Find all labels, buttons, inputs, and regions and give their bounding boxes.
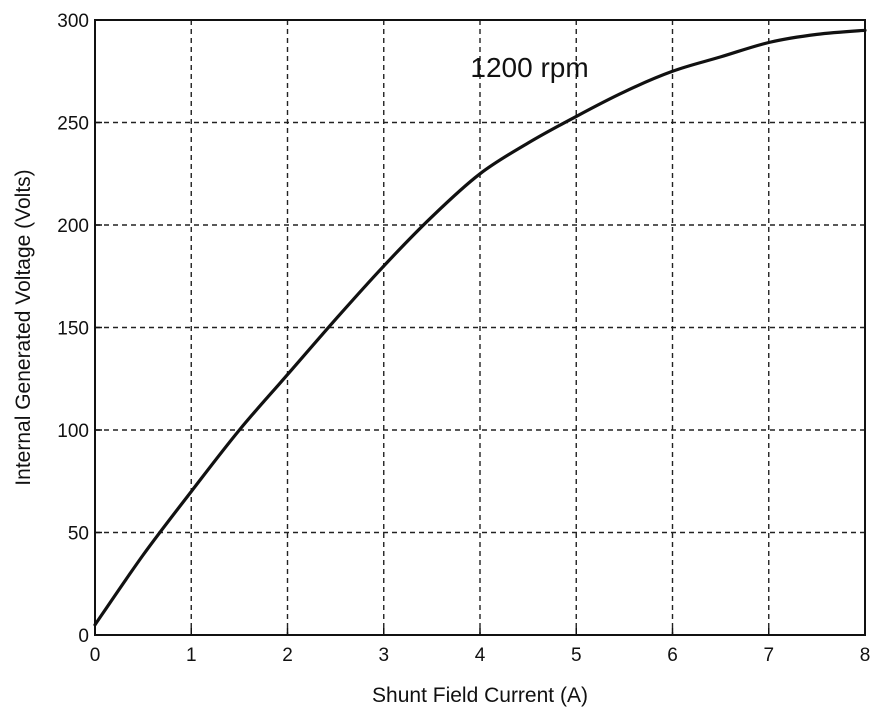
y-axis-label: Internal Generated Voltage (Volts) xyxy=(12,169,35,485)
tick-layer: 0 1 2 3 4 5 6 7 8 0 50 100 150 200 250 300 xyxy=(57,11,870,666)
x-tick-label: 8 xyxy=(860,645,871,666)
y-tick-label: 250 xyxy=(57,114,89,135)
x-tick-label: 3 xyxy=(378,645,389,666)
y-tick-label: 200 xyxy=(57,216,89,237)
x-tick-label: 4 xyxy=(475,645,486,666)
y-tick-label: 300 xyxy=(57,11,89,32)
x-tick-label: 6 xyxy=(667,645,678,666)
x-axis-label: Shunt Field Current (A) xyxy=(372,684,588,707)
grid-layer xyxy=(95,20,865,635)
series-layer xyxy=(93,28,867,627)
y-tick-label: 50 xyxy=(68,524,89,545)
y-tick-label: 0 xyxy=(78,626,89,647)
x-tick-label: 2 xyxy=(282,645,293,666)
x-tick-label: 0 xyxy=(90,645,101,666)
x-tick-label: 5 xyxy=(571,645,582,666)
x-tick-label: 7 xyxy=(763,645,774,666)
x-tick-label: 1 xyxy=(186,645,197,666)
voltage-curve-line xyxy=(93,28,867,627)
y-tick-label: 100 xyxy=(57,421,89,442)
annotation-1200-rpm: 1200 rpm xyxy=(470,52,588,83)
y-tick-label: 150 xyxy=(57,319,89,340)
